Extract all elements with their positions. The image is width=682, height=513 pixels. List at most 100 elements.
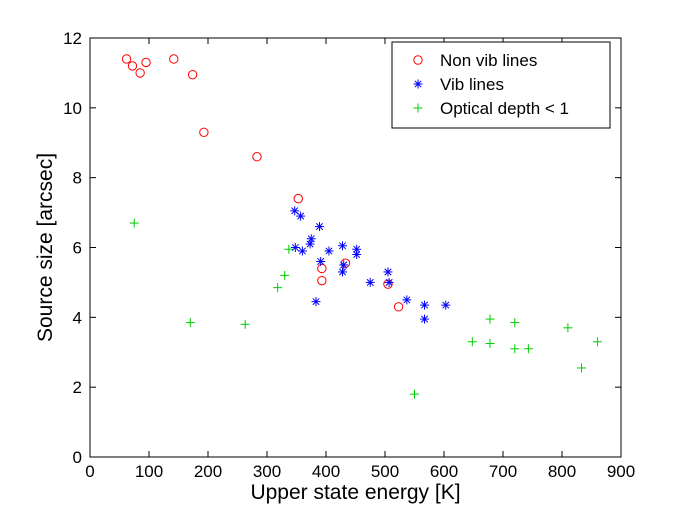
data-point	[523, 344, 533, 354]
data-point	[317, 275, 327, 286]
marker-shape	[325, 247, 333, 255]
marker-shape	[307, 235, 315, 243]
marker-shape	[442, 301, 450, 309]
data-point	[199, 127, 209, 137]
marker-shape	[414, 80, 422, 88]
x-tick-label: 800	[548, 462, 576, 481]
data-point	[306, 234, 316, 244]
marker-shape	[393, 302, 404, 312]
data-point	[485, 339, 495, 349]
marker-shape	[317, 257, 325, 266]
series-plus	[129, 218, 602, 399]
data-point	[315, 222, 325, 232]
x-tick-label: 400	[312, 462, 340, 481]
data-point	[129, 218, 139, 228]
series-asterisk	[290, 206, 451, 324]
marker-shape	[385, 278, 393, 286]
legend-entry: Vib lines	[440, 75, 504, 94]
data-point	[383, 279, 393, 289]
marker-shape	[383, 279, 393, 289]
data-point	[305, 239, 315, 249]
y-tick-label: 0	[73, 448, 82, 467]
data-point	[410, 389, 419, 399]
y-tick-label: 12	[63, 29, 82, 48]
marker-shape	[403, 296, 411, 304]
marker-shape	[338, 268, 347, 276]
marker-shape	[340, 261, 348, 269]
y-tick-label: 2	[73, 378, 82, 397]
data-point	[240, 319, 250, 329]
data-point	[563, 323, 573, 333]
data-point	[141, 57, 151, 68]
data-point	[420, 300, 430, 310]
legend-marker	[413, 55, 423, 65]
x-tick-label: 600	[430, 462, 458, 481]
marker-shape	[312, 298, 320, 306]
data-point	[384, 277, 394, 287]
data-point	[280, 270, 290, 280]
data-point	[297, 246, 307, 256]
marker-shape	[420, 301, 429, 309]
data-point	[273, 283, 283, 293]
marker-shape	[384, 268, 392, 276]
marker-shape	[199, 127, 209, 137]
marker-shape	[353, 250, 361, 259]
data-point	[311, 297, 321, 307]
y-axis-label: Source size [arcsec]	[34, 153, 57, 342]
x-tick-label: 500	[371, 462, 399, 481]
data-point	[135, 68, 145, 78]
data-point	[185, 318, 195, 328]
marker-shape	[353, 245, 361, 253]
data-point	[296, 211, 306, 221]
data-point	[420, 314, 430, 324]
data-point	[592, 337, 602, 347]
legend-marker	[413, 79, 423, 89]
data-point	[352, 249, 362, 259]
marker-shape	[252, 152, 262, 162]
x-tick-label: 200	[194, 462, 222, 481]
marker-shape	[293, 193, 303, 204]
data-point	[510, 344, 520, 354]
marker-shape	[135, 68, 145, 78]
data-point	[383, 267, 393, 277]
data-point	[576, 363, 586, 373]
x-tick-label: 700	[489, 462, 517, 481]
marker-shape	[297, 212, 305, 220]
marker-shape	[187, 69, 198, 80]
data-point	[485, 314, 495, 324]
data-point	[365, 277, 375, 287]
data-point	[317, 263, 327, 274]
legend-marker	[413, 103, 423, 113]
data-point	[510, 318, 520, 328]
marker-shape	[121, 54, 132, 64]
data-point	[338, 267, 348, 277]
data-point	[121, 54, 132, 64]
marker-shape	[315, 222, 324, 231]
marker-shape	[366, 278, 374, 286]
data-point	[169, 54, 179, 64]
data-point	[393, 302, 404, 312]
marker-shape	[298, 247, 306, 255]
legend-box	[391, 41, 611, 129]
axis-ticks: 0 100 200 300 400 500 600 700 800 900 0 2 4 6 8 10 12	[63, 29, 635, 481]
y-tick-label: 4	[73, 308, 82, 327]
data-point	[290, 243, 300, 252]
x-axis-label: Upper state energy [K]	[250, 481, 460, 504]
marker-shape	[413, 55, 423, 65]
data-point	[127, 61, 138, 71]
data-point	[284, 244, 294, 254]
marker-shape	[127, 61, 138, 71]
data-point	[402, 295, 412, 305]
legend: Non vib lines Vib lines Optical depth < 1	[391, 41, 611, 129]
data-point	[252, 152, 262, 162]
marker-shape	[306, 240, 314, 248]
legend-entry: Non vib lines	[440, 51, 537, 70]
marker-shape	[338, 242, 347, 250]
x-tick-label: 100	[135, 462, 163, 481]
data-series	[121, 54, 602, 399]
data-point	[293, 193, 303, 204]
data-point	[441, 300, 451, 310]
x-tick-label: 900	[607, 462, 635, 481]
data-point	[316, 256, 326, 266]
marker-shape	[317, 263, 327, 274]
